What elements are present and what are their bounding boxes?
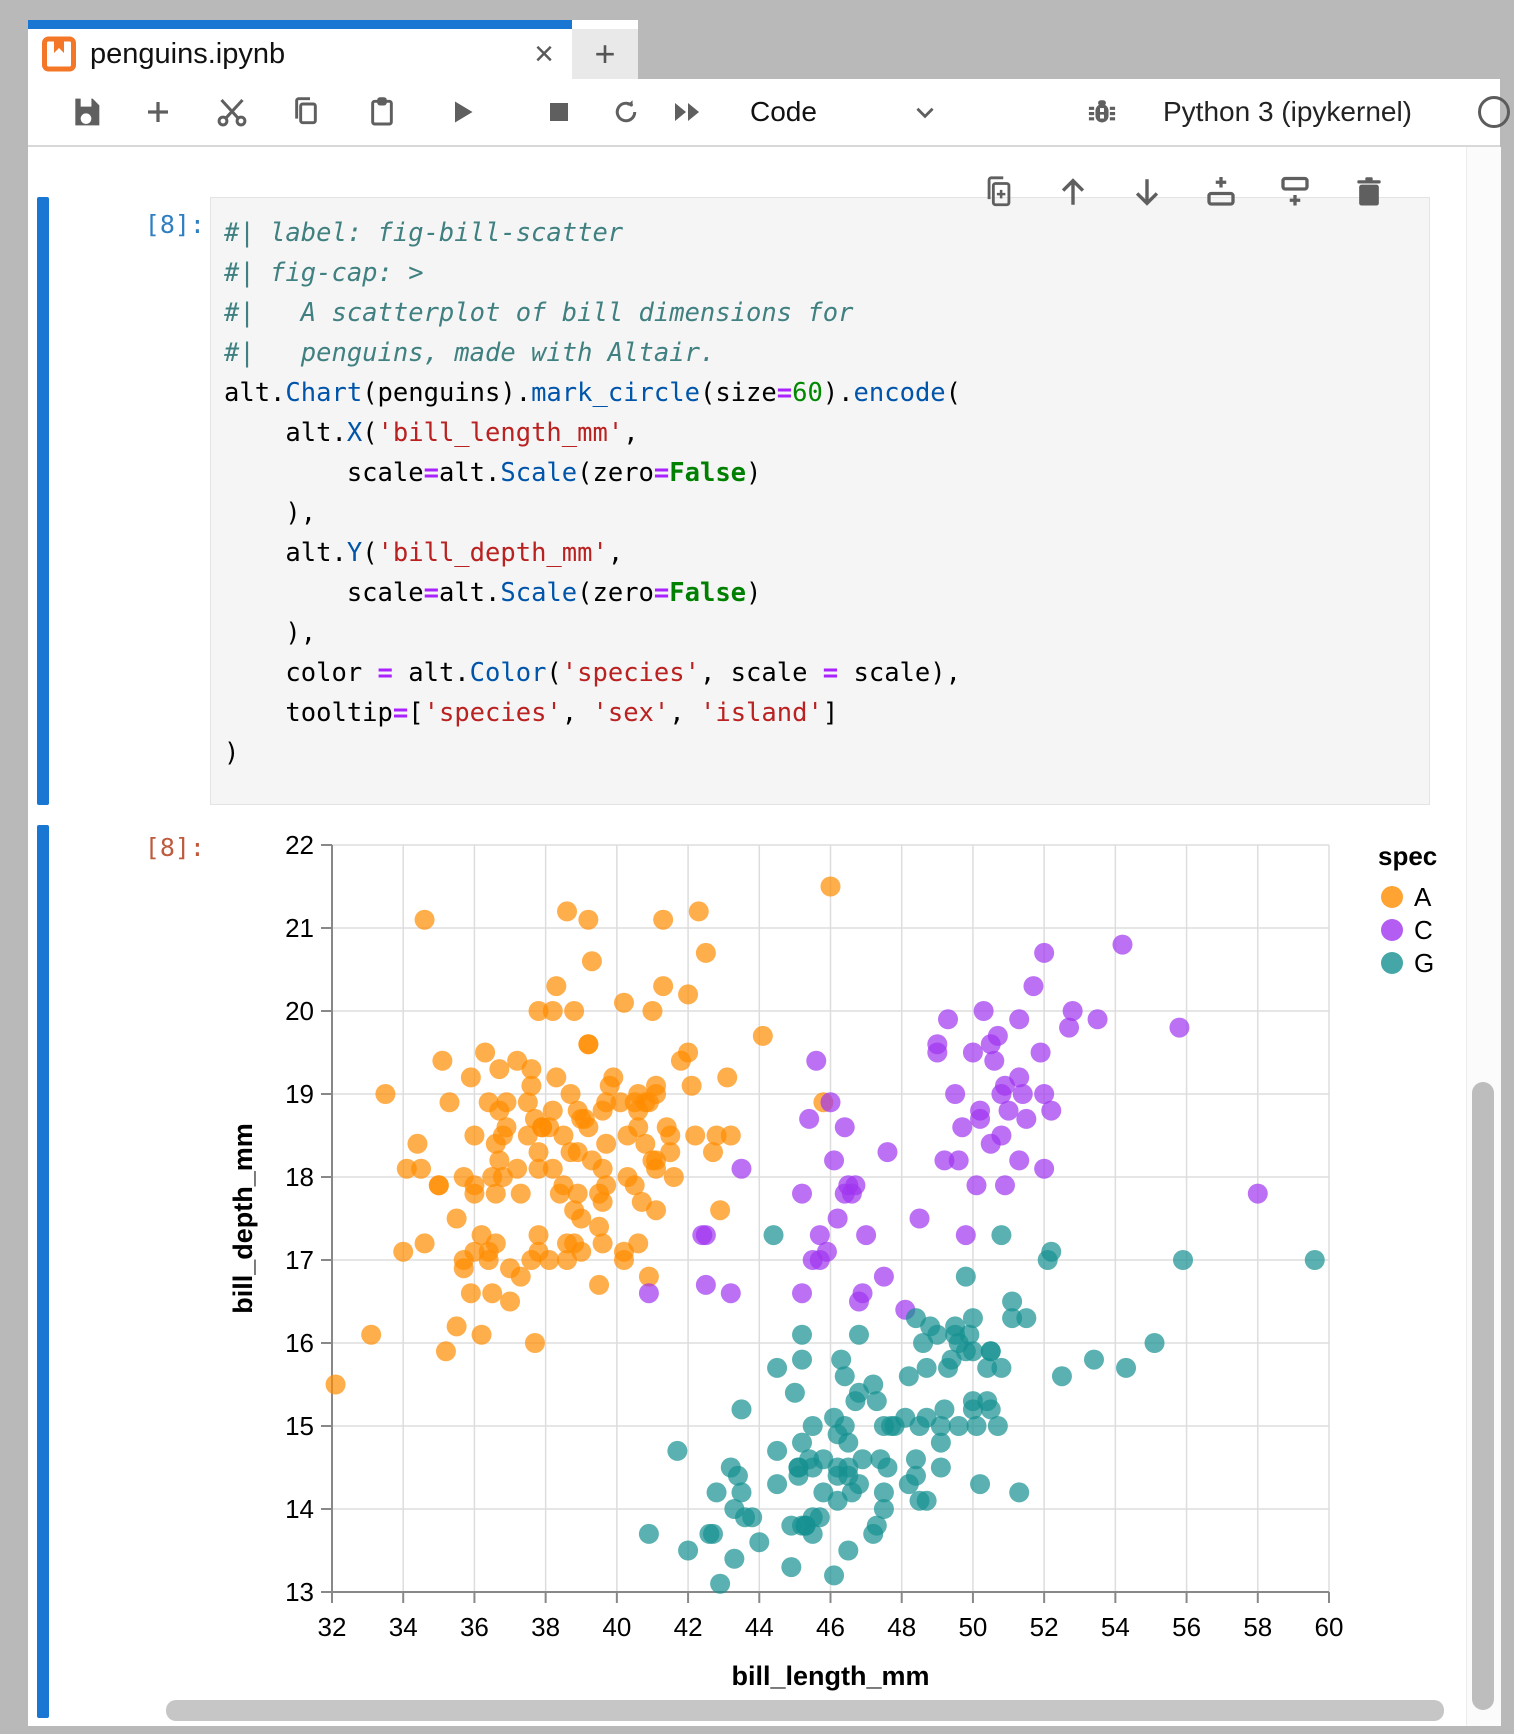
svg-text:34: 34 [389,1612,418,1642]
bill-scatterplot: 32 34 36 38 40 42 44 46 48 50 52 54 56 58 60 13 14 15 16 17… [230,830,1437,1691]
svg-text:bill_length_mm: bill_length_mm [731,1661,929,1691]
svg-text:19: 19 [285,1079,314,1109]
svg-text:36: 36 [460,1612,489,1642]
add-cell-icon[interactable] [136,79,180,145]
svg-text:20: 20 [285,996,314,1026]
restart-kernel-icon[interactable] [604,79,648,145]
svg-text:A: A [1414,882,1432,912]
save-icon[interactable] [64,79,108,145]
svg-text:21: 21 [285,913,314,943]
svg-text:32: 32 [318,1612,347,1642]
move-cell-up-icon[interactable] [1054,173,1092,211]
close-tab-icon[interactable]: × [534,35,554,73]
vertical-scrollbar-thumb[interactable] [1472,1082,1494,1710]
svg-text:15: 15 [285,1411,314,1441]
delete-cell-icon[interactable] [1350,173,1388,211]
svg-text:C: C [1414,915,1433,945]
tab-title: penguins.ipynb [90,37,286,70]
output-collapser[interactable] [37,825,49,1718]
active-tab-accent-bar [28,20,572,29]
input-collapser[interactable] [37,197,49,805]
svg-text:13: 13 [285,1577,314,1607]
svg-text:52: 52 [1030,1612,1059,1642]
notebook-icon [42,36,76,72]
svg-text:56: 56 [1172,1612,1201,1642]
svg-text:54: 54 [1101,1612,1130,1642]
svg-text:46: 46 [816,1612,845,1642]
code-content[interactable]: #| label: fig-bill-scatter #| fig-cap: > #… [224,218,962,768]
svg-text:bill_depth_mm: bill_depth_mm [230,1123,258,1314]
svg-text:48: 48 [887,1612,916,1642]
input-prompt: [8]: [144,210,205,239]
cell-toolbar [980,172,1388,212]
tab-penguins-notebook[interactable]: penguins.ipynb × [28,29,572,79]
svg-text:spec: spec [1378,841,1437,871]
run-all-icon[interactable] [666,79,710,145]
svg-text:42: 42 [674,1612,703,1642]
tab-bar-empty-area [638,20,1500,79]
new-tab-button[interactable]: + [572,29,638,80]
svg-text:22: 22 [285,830,314,860]
paste-cells-icon[interactable] [360,79,404,145]
svg-text:50: 50 [958,1612,987,1642]
svg-text:40: 40 [602,1612,631,1642]
move-cell-down-icon[interactable] [1128,173,1166,211]
svg-text:14: 14 [285,1494,314,1524]
horizontal-scrollbar-thumb[interactable] [166,1700,1444,1721]
svg-text:58: 58 [1243,1612,1272,1642]
copy-cells-icon[interactable] [284,79,328,145]
chevron-down-icon[interactable] [912,79,938,145]
insert-cell-below-icon[interactable] [1276,173,1314,211]
run-icon[interactable] [440,79,484,145]
notebook-toolbar: Code Python 3 (ipykernel) [28,79,1510,147]
svg-text:60: 60 [1315,1612,1344,1642]
svg-text:38: 38 [531,1612,560,1642]
svg-text:16: 16 [285,1328,314,1358]
insert-cell-above-icon[interactable] [1202,173,1240,211]
duplicate-cell-icon[interactable] [980,173,1018,211]
stop-icon[interactable] [537,79,581,145]
kernel-idle-circle-icon[interactable] [1476,79,1512,145]
bug-icon[interactable] [1080,79,1124,145]
svg-text:44: 44 [745,1612,774,1642]
kernel-name[interactable]: Python 3 (ipykernel) [1163,96,1413,127]
cell-type-select[interactable]: Code [750,96,817,127]
output-prompt: [8]: [144,833,205,862]
svg-text:17: 17 [285,1245,314,1275]
svg-text:18: 18 [285,1162,314,1192]
svg-text:G: G [1414,948,1434,978]
code-cell-editor[interactable]: #| label: fig-bill-scatter #| fig-cap: > #… [210,197,1430,805]
cut-cells-icon[interactable] [210,79,254,145]
